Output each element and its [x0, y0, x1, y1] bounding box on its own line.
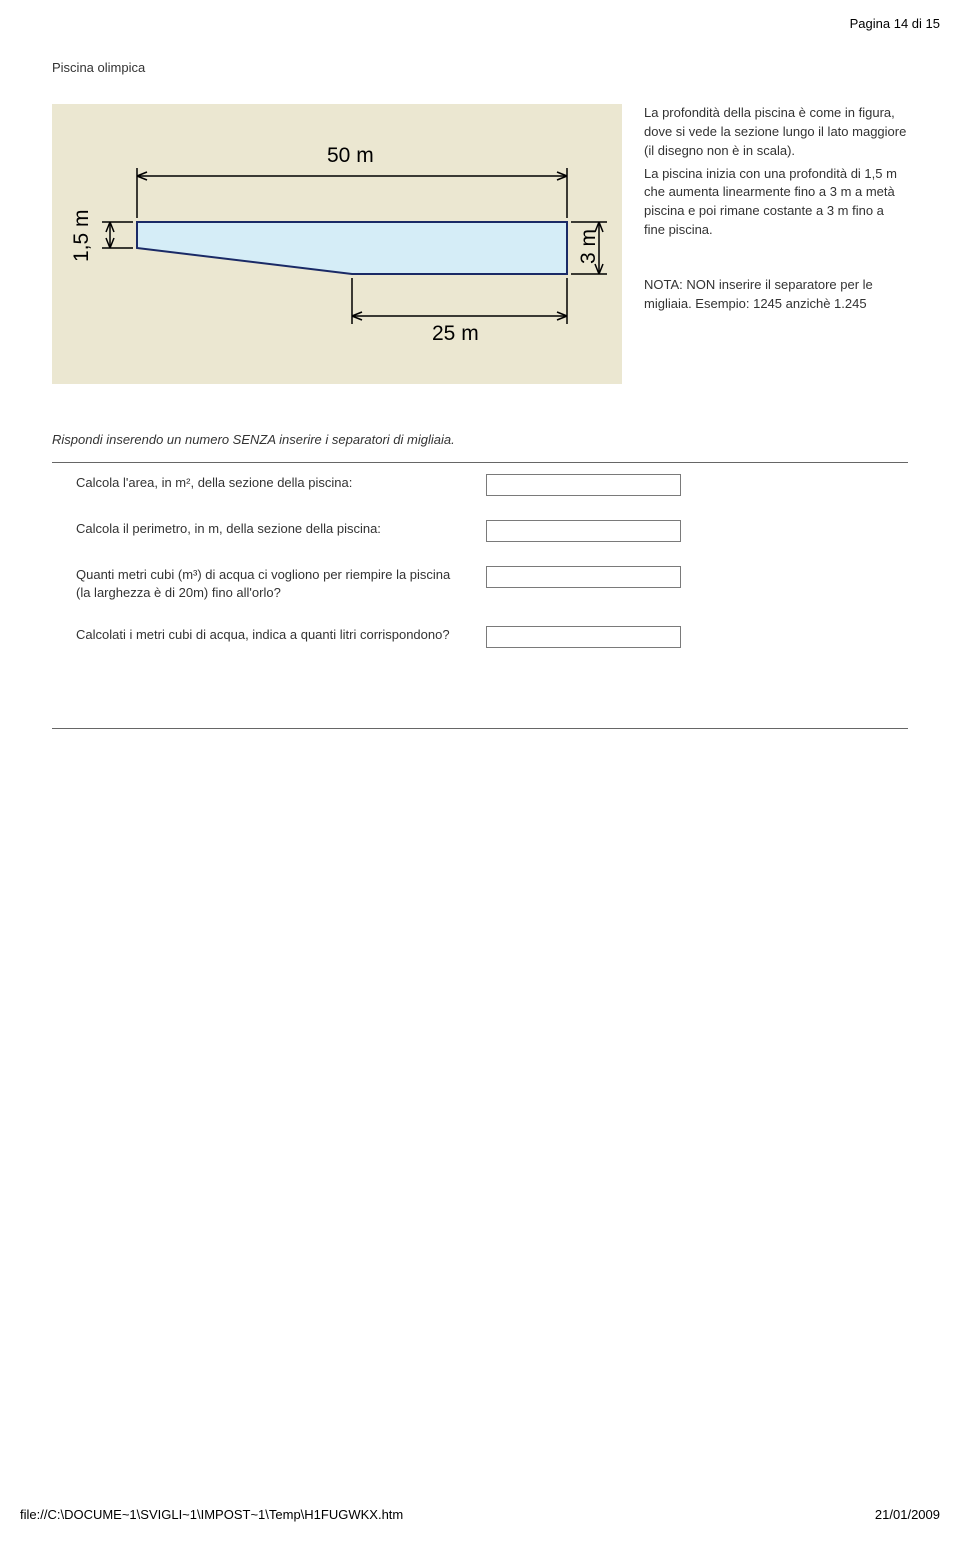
page-number: Pagina 14 di 15	[850, 16, 940, 31]
answer-input-area[interactable]	[486, 474, 681, 496]
dim-label-bottom: 25 m	[432, 322, 479, 346]
questions-block: Calcola l'area, in m², della sezione del…	[76, 474, 896, 672]
footer-path: file://C:\DOCUME~1\SVIGLI~1\IMPOST~1\Tem…	[20, 1507, 403, 1522]
answer-input-liters[interactable]	[486, 626, 681, 648]
description-block: La profondità della piscina è come in fi…	[644, 104, 908, 318]
desc-p2: La piscina inizia con una profondità di …	[644, 165, 908, 240]
main-row: 50 m 25 m 1,5 m 3 m La profondità della …	[52, 104, 908, 384]
note-block: NOTA: NON inserire il separatore per le …	[644, 276, 908, 314]
divider-bottom	[52, 728, 908, 729]
dim-bottom	[352, 278, 567, 324]
question-label: Calcolati i metri cubi di acqua, indica …	[76, 626, 486, 644]
footer-date: 21/01/2009	[875, 1507, 940, 1522]
desc-note: NOTA: NON inserire il separatore per le …	[644, 276, 908, 314]
pool-shape	[137, 222, 567, 274]
question-label: Quanti metri cubi (m³) di acqua ci vogli…	[76, 566, 486, 602]
question-label: Calcola il perimetro, in m, della sezion…	[76, 520, 486, 538]
divider-top	[52, 462, 908, 463]
instruction-text: Rispondi inserendo un numero SENZA inser…	[52, 432, 908, 447]
dim-label-right: 3 m	[577, 229, 601, 264]
pool-diagram: 50 m 25 m 1,5 m 3 m	[52, 104, 622, 384]
desc-p1: La profondità della piscina è come in fi…	[644, 104, 908, 161]
question-label: Calcola l'area, in m², della sezione del…	[76, 474, 486, 492]
answer-input-volume[interactable]	[486, 566, 681, 588]
section-title: Piscina olimpica	[52, 60, 145, 75]
dim-label-left: 1,5 m	[70, 209, 94, 262]
dim-left	[102, 222, 133, 248]
answer-input-perimeter[interactable]	[486, 520, 681, 542]
question-row: Calcolati i metri cubi di acqua, indica …	[76, 626, 896, 648]
question-row: Quanti metri cubi (m³) di acqua ci vogli…	[76, 566, 896, 602]
question-row: Calcola l'area, in m², della sezione del…	[76, 474, 896, 496]
dim-top	[137, 168, 567, 218]
question-row: Calcola il perimetro, in m, della sezion…	[76, 520, 896, 542]
dim-label-top: 50 m	[327, 144, 374, 168]
